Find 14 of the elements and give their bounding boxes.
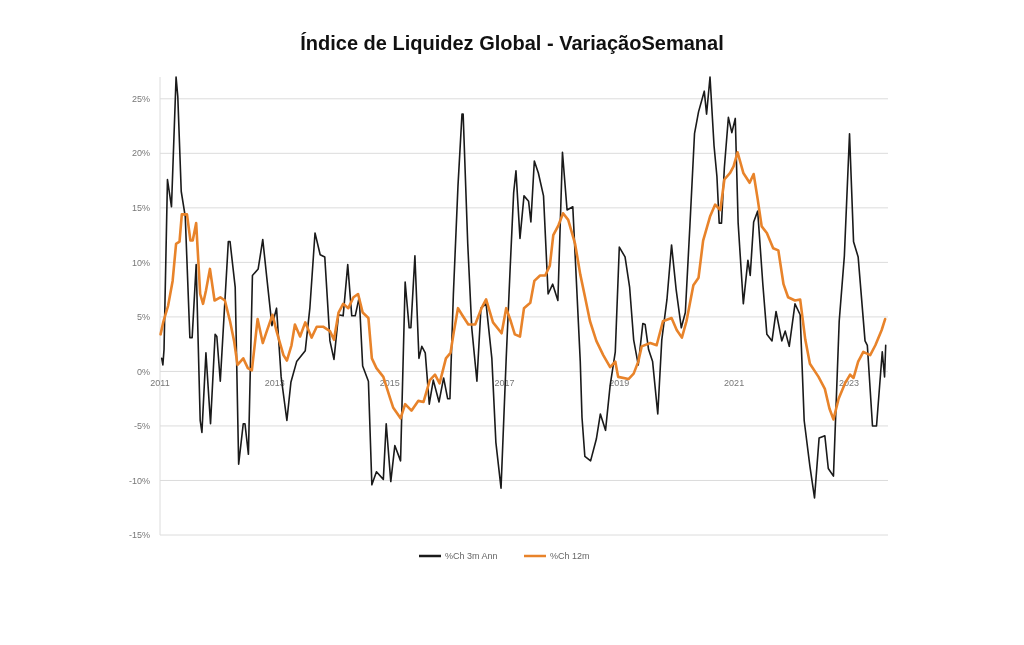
y-tick-label: 15% [131, 203, 150, 214]
x-tick-label: 2021 [724, 378, 745, 389]
y-tick-label: -10% [128, 475, 150, 486]
y-tick-label: 0% [136, 366, 150, 377]
y-tick-label: -15% [128, 530, 150, 541]
y-tick-label: 5% [136, 312, 150, 323]
y-tick-label: 25% [131, 93, 150, 104]
chart-title: Índice de Liquidez Global - VariaçãoSemanal [300, 32, 724, 54]
y-tick-label: 20% [131, 148, 150, 159]
y-tick-label: 10% [131, 257, 150, 268]
legend-label: %Ch 3m Ann [445, 551, 498, 562]
y-tick-label: -5% [133, 421, 150, 432]
legend-label: %Ch 12m [550, 551, 590, 562]
x-tick-label: 2011 [150, 378, 170, 389]
